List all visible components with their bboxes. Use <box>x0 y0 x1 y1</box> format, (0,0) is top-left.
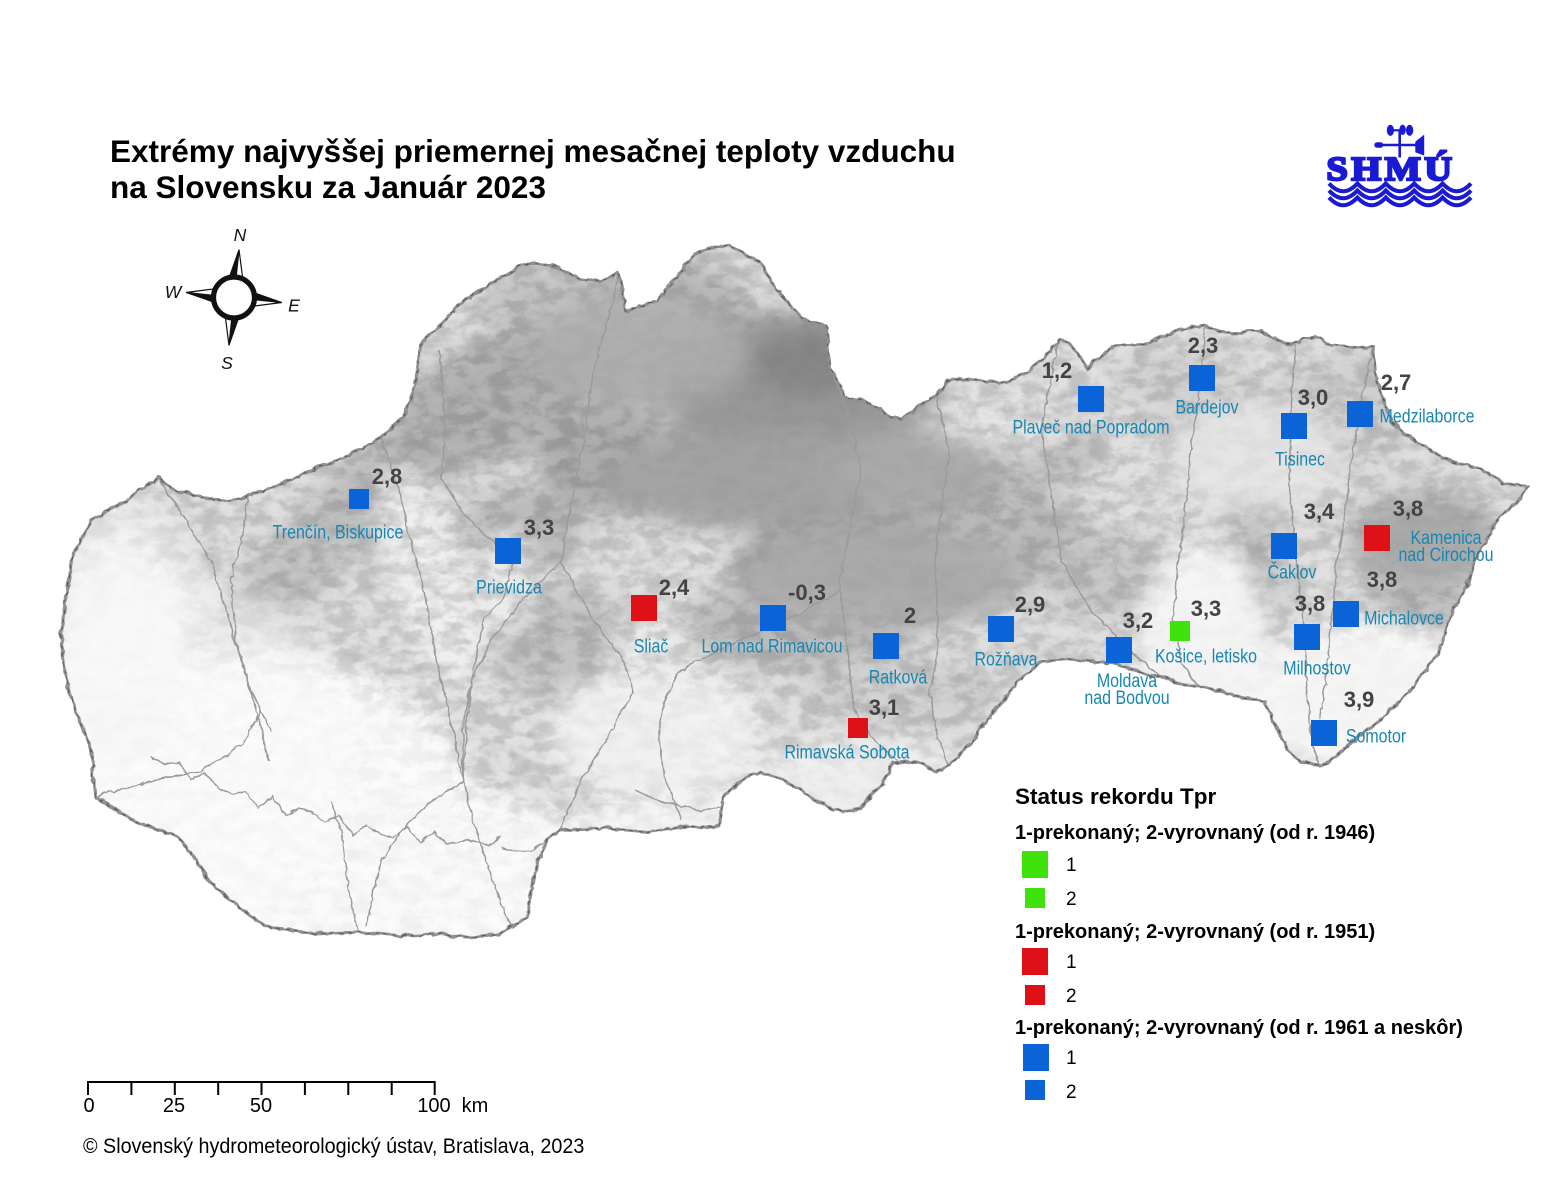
svg-text:N: N <box>234 225 247 245</box>
svg-text:SHMÚ: SHMÚ <box>1327 150 1456 188</box>
svg-text:S: S <box>221 353 233 373</box>
svg-text:E: E <box>288 296 300 316</box>
svg-text:W: W <box>165 282 183 302</box>
